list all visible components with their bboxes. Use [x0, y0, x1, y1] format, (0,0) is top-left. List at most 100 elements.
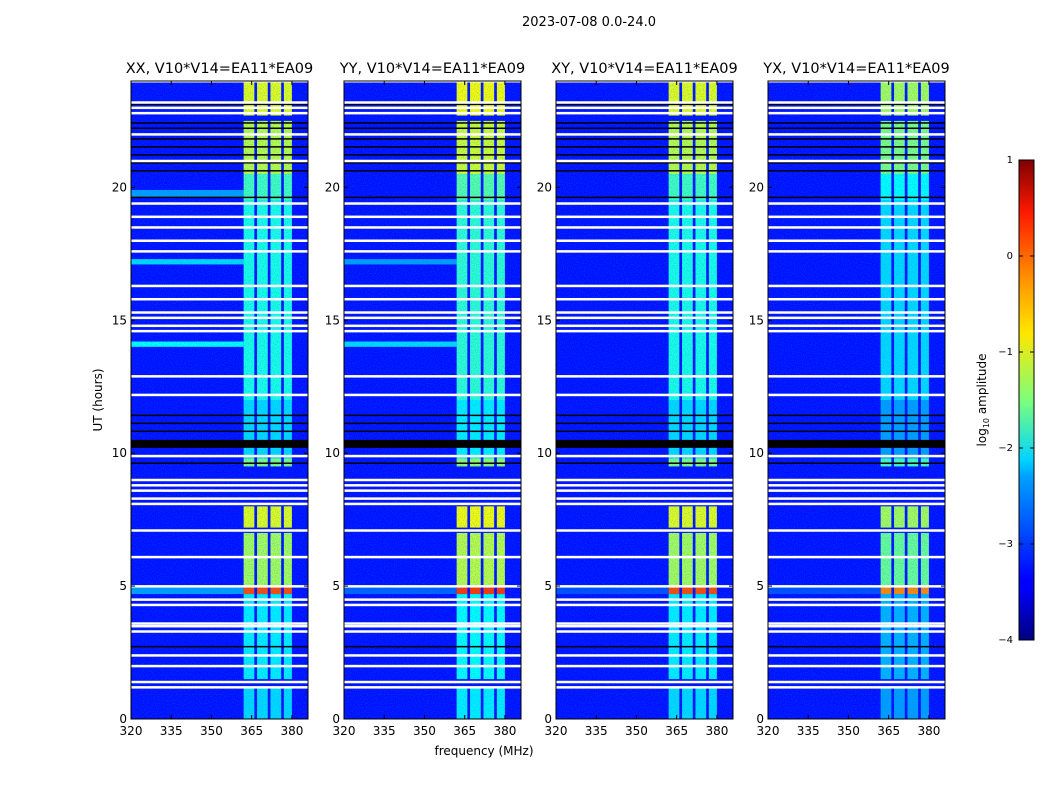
- flagged-row: [131, 654, 308, 657]
- flagged-row: [768, 454, 945, 458]
- x-tick-label: 320: [757, 724, 780, 738]
- black-row: [344, 645, 521, 648]
- flagged-row: [768, 101, 945, 104]
- flagged-row: [768, 239, 945, 242]
- y-tick-label: 0: [544, 712, 552, 726]
- black-row: [556, 127, 733, 130]
- flagged-row: [344, 489, 521, 492]
- flagged-row: [131, 324, 308, 328]
- flagged-row: [556, 555, 733, 559]
- y-axis-label: UT (hours): [91, 368, 105, 431]
- flagged-row: [556, 630, 733, 633]
- colorbar-tick-label: −3: [998, 539, 1013, 550]
- flagged-row: [556, 502, 733, 506]
- panel-title: XY, V10*V14=EA11*EA09: [551, 61, 737, 77]
- x-tick-label: 365: [240, 724, 263, 738]
- flagged-row: [131, 159, 308, 163]
- x-tick-label: 335: [585, 724, 608, 738]
- black-row: [768, 127, 945, 130]
- flagged-row: [344, 375, 521, 378]
- flagged-row: [344, 226, 521, 229]
- flagged-row: [344, 284, 521, 288]
- flagged-row: [131, 622, 308, 625]
- flagged-row: [344, 654, 521, 657]
- flagged-row: [768, 375, 945, 378]
- black-row: [556, 154, 733, 156]
- flagged-row: [131, 215, 308, 219]
- flagged-row: [344, 311, 521, 314]
- black-row: [768, 430, 945, 433]
- x-tick-label: 335: [160, 724, 183, 738]
- black-row: [344, 414, 521, 417]
- flagged-row: [556, 529, 733, 532]
- flagged-row: [556, 603, 733, 607]
- black-row: [768, 154, 945, 156]
- flagged-row: [768, 311, 945, 314]
- black-row: [768, 439, 945, 448]
- flagged-row: [768, 393, 945, 397]
- flagged-row: [344, 555, 521, 559]
- colorbar-gradient: [1018, 159, 1035, 641]
- flagged-row: [344, 324, 521, 328]
- black-row: [131, 439, 308, 448]
- flagged-row: [344, 686, 521, 689]
- panel-title: YX, V10*V14=EA11*EA09: [762, 61, 949, 77]
- flagged-row: [768, 329, 945, 333]
- flagged-row: [131, 454, 308, 458]
- flagged-row: [556, 159, 733, 163]
- y-tick-label: 10: [325, 446, 340, 460]
- flagged-row: [556, 324, 733, 328]
- black-row: [768, 146, 945, 148]
- black-row: [344, 162, 521, 164]
- flagged-row: [768, 226, 945, 229]
- flagged-row: [131, 585, 308, 588]
- flagged-row: [131, 680, 308, 684]
- flagged-row: [768, 502, 945, 506]
- black-row: [344, 422, 521, 425]
- flagged-row: [556, 454, 733, 458]
- flagged-row: [556, 375, 733, 378]
- black-row: [131, 414, 308, 417]
- flagged-row: [556, 585, 733, 588]
- flagged-row: [131, 375, 308, 378]
- noise-texture: [768, 81, 945, 719]
- flagged-row: [131, 316, 308, 320]
- black-row: [344, 127, 521, 130]
- black-row: [768, 422, 945, 425]
- flagged-row: [344, 393, 521, 397]
- flagged-row: [131, 133, 308, 136]
- black-row: [344, 103, 521, 106]
- colorbar-tick-label: −1: [998, 347, 1013, 358]
- colorbar-tick-label: 0: [1007, 251, 1013, 262]
- x-tick-label: 380: [705, 724, 728, 738]
- flagged-row: [556, 202, 733, 205]
- y-tick-label: 10: [749, 446, 764, 460]
- black-row: [131, 122, 308, 124]
- flagged-row: [131, 497, 308, 500]
- flagged-row: [131, 101, 308, 104]
- flagged-row: [556, 284, 733, 288]
- flagged-row: [556, 133, 733, 136]
- panel-3: YX, V10*V14=EA11*EA09 320 335 350 365 380 0 5 10…: [749, 61, 950, 738]
- black-row: [556, 414, 733, 417]
- x-tick-label: 350: [837, 724, 860, 738]
- y-tick-label: 15: [325, 313, 340, 327]
- black-row: [131, 138, 308, 140]
- black-row: [556, 645, 733, 648]
- flagged-row: [556, 316, 733, 320]
- black-row: [131, 170, 308, 172]
- flagged-row: [556, 484, 733, 487]
- flagged-row: [131, 111, 308, 115]
- flagged-row: [131, 239, 308, 242]
- black-row: [344, 170, 521, 172]
- y-tick-label: 20: [325, 180, 340, 194]
- colorbar-label: log10 amplitude: [975, 354, 991, 447]
- black-row: [344, 138, 521, 140]
- flagged-row: [344, 101, 521, 104]
- noise-texture: [131, 81, 308, 719]
- black-row: [556, 103, 733, 106]
- flagged-row: [556, 226, 733, 229]
- black-row: [556, 430, 733, 433]
- flagged-row: [131, 603, 308, 607]
- black-row: [344, 430, 521, 433]
